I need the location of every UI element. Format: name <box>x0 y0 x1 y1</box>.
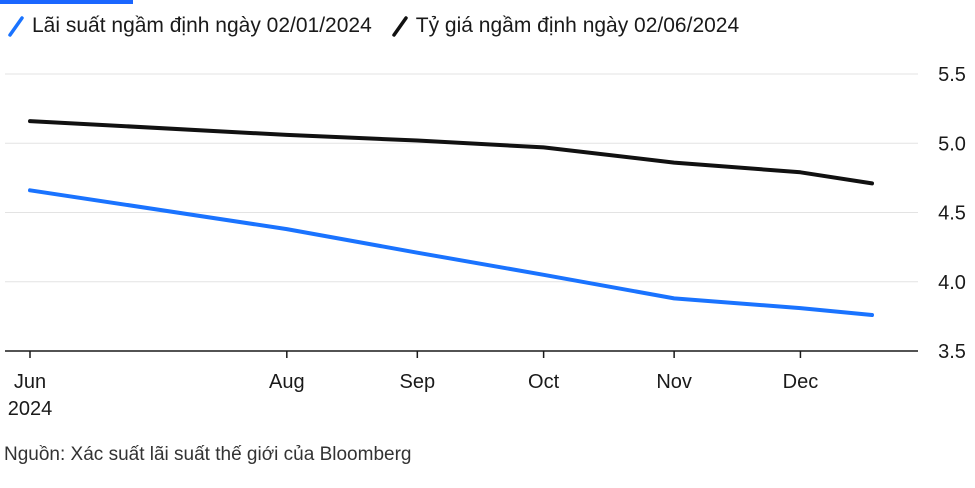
x-tick-label: Dec <box>783 371 819 393</box>
series-line-implied-fx <box>28 119 874 186</box>
x-tick-label: Jun <box>14 371 46 393</box>
legend-item-implied-fx: Tỷ giá ngầm định ngày 02/06/2024 <box>392 14 739 38</box>
y-tick-label: 4.0 <box>938 272 966 294</box>
y-tick-label: 4.5 <box>938 203 966 225</box>
legend: Lãi suất ngầm định ngày 02/01/2024 Tỷ gi… <box>8 12 759 40</box>
x-tick-label: Sep <box>400 371 436 393</box>
x-tick-label: Oct <box>528 371 560 393</box>
x-tick-label: Nov <box>656 371 692 393</box>
header-accent-bar <box>0 0 133 4</box>
legend-label-implied-fx: Tỷ giá ngầm định ngày 02/06/2024 <box>415 14 740 37</box>
source-note: Nguồn: Xác suất lãi suất thế giới của Bl… <box>4 444 412 465</box>
y-tick-label: 3.5 <box>938 341 966 363</box>
legend-label-implied-rate: Lãi suất ngầm định ngày 02/01/2024 <box>32 14 372 37</box>
y-tick-label: 5.0 <box>938 133 966 155</box>
x-tick-sublabel: 2024 <box>8 398 53 420</box>
y-tick-label: 5.5 <box>938 64 966 86</box>
legend-swatch-blue-icon <box>8 16 24 37</box>
legend-item-implied-rate: Lãi suất ngầm định ngày 02/01/2024 <box>8 14 372 38</box>
line-chart: 3.5 4.0 4.5 5.0 5.5 Jun 2024 Aug Sep Oct Nov Dec <box>5 64 966 420</box>
series-line-implied-rate <box>28 188 874 317</box>
x-tick-label: Aug <box>269 371 305 393</box>
legend-swatch-black-icon <box>392 16 408 37</box>
